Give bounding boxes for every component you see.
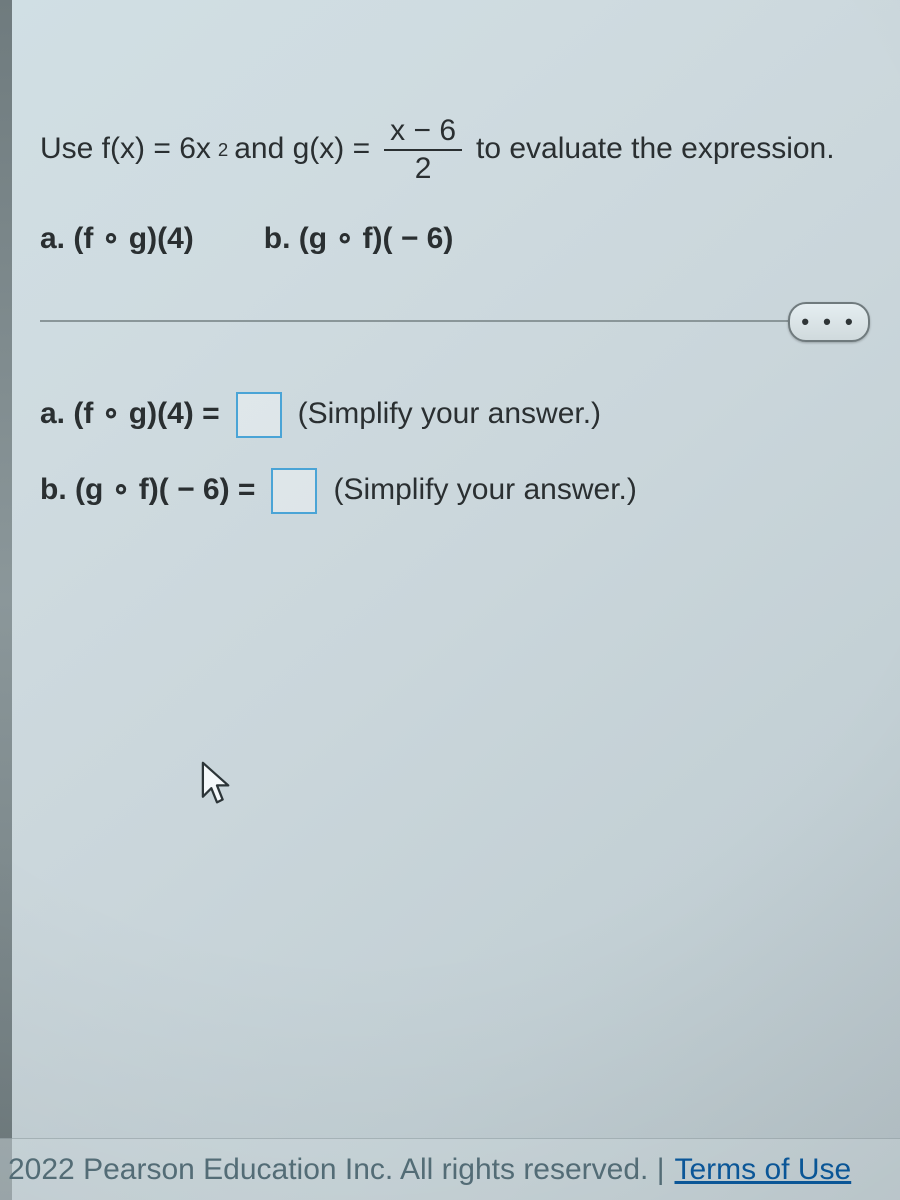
answer-a-lead: a. (f ∘ g)(4) = (40, 394, 220, 435)
fraction-numerator: x − 6 (384, 115, 462, 149)
answer-a-input[interactable] (236, 392, 282, 438)
footer-text: 2022 Pearson Education Inc. All rights r… (8, 1153, 665, 1187)
part-b-label: b. (g ∘ f)( − 6) (264, 219, 454, 260)
more-options-button[interactable]: • • • (788, 302, 870, 342)
parts-line: a. (f ∘ g)(4) b. (g ∘ f)( − 6) (40, 219, 870, 260)
copyright-footer: 2022 Pearson Education Inc. All rights r… (0, 1138, 900, 1200)
question-content: Use f(x) = 6x 2 and g(x) = x − 6 2 to eva… (20, 115, 900, 544)
answer-line-b: b. (g ∘ f)( − 6) = (Simplify your answer… (40, 468, 870, 514)
problem-prefix: Use f(x) = 6x (40, 129, 211, 170)
divider-wrap: • • • (40, 320, 870, 322)
answer-b-input[interactable] (271, 468, 317, 514)
answer-b-lead: b. (g ∘ f)( − 6) = (40, 470, 255, 511)
answer-line-a: a. (f ∘ g)(4) = (Simplify your answer.) (40, 392, 870, 438)
fraction-denominator: 2 (409, 151, 438, 185)
problem-exponent: 2 (218, 137, 228, 162)
problem-suffix: to evaluate the expression. (476, 129, 835, 170)
problem-mid: and g(x) = (234, 129, 370, 170)
left-gutter (0, 0, 12, 1200)
problem-statement: Use f(x) = 6x 2 and g(x) = x − 6 2 to eva… (40, 115, 870, 184)
answer-a-hint: (Simplify your answer.) (298, 394, 601, 435)
section-divider (40, 320, 870, 322)
terms-link[interactable]: Terms of Use (675, 1153, 852, 1187)
ellipsis-icon: • • • (801, 307, 856, 337)
mouse-cursor-icon (200, 760, 234, 808)
part-a-label: a. (f ∘ g)(4) (40, 219, 194, 260)
problem-fraction: x − 6 2 (384, 115, 462, 184)
screen-photo: Use f(x) = 6x 2 and g(x) = x − 6 2 to eva… (0, 0, 900, 1200)
answer-b-hint: (Simplify your answer.) (333, 470, 636, 511)
